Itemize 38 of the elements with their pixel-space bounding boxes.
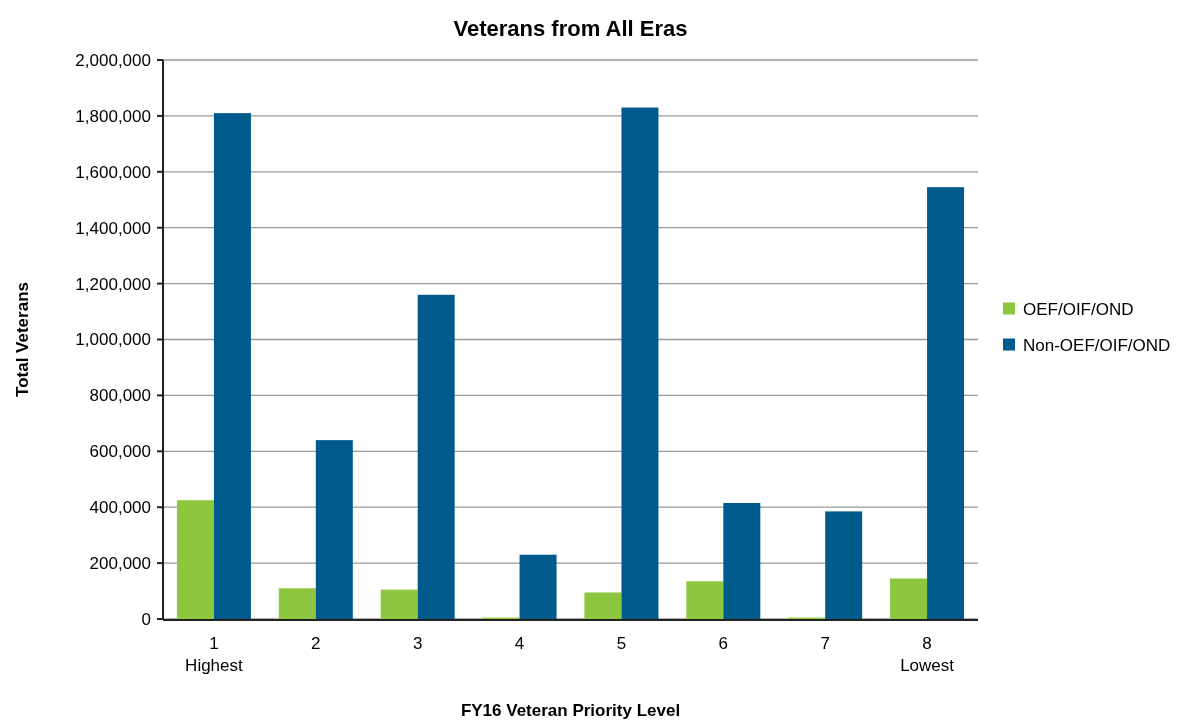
x-tick-label: 6 (718, 634, 729, 653)
bar (278, 588, 316, 619)
chart-title: Veterans from All Eras (453, 16, 688, 41)
y-tick-label: 800,000 (89, 386, 151, 406)
x-tick-label: 1 Highest (185, 634, 244, 675)
x-axis-title: FY16 Veteran Priority Level (460, 701, 681, 720)
y-tick-label: 1,800,000 (75, 106, 151, 126)
x-tick-label: 3 (412, 634, 423, 653)
legend-label: Non-OEF/OIF/OND (1023, 336, 1171, 356)
x-tick-label: 8 Lowest (900, 634, 955, 675)
bar (584, 592, 622, 619)
y-tick-label: 2,000,000 (75, 50, 151, 70)
y-tick-label: 400,000 (89, 498, 151, 518)
bar (417, 294, 455, 619)
y-tick-label: 600,000 (89, 442, 151, 462)
bar (380, 589, 418, 619)
x-tick-label: 5 (616, 634, 627, 653)
bar (519, 554, 557, 619)
x-tick-label: 2 (311, 634, 321, 653)
legend-label: OEF/OIF/OND (1023, 300, 1134, 320)
bar (176, 500, 214, 619)
y-tick-label: 200,000 (89, 554, 151, 574)
bar (621, 107, 659, 619)
y-tick-label: 1,400,000 (75, 218, 151, 238)
bar (723, 503, 761, 619)
bar (825, 511, 863, 619)
y-tick-label: 1,000,000 (75, 330, 151, 350)
bar (927, 187, 965, 619)
x-tick-label: 4 (514, 634, 525, 653)
x-tick-label: 7 (820, 634, 830, 653)
y-tick-label: 1,600,000 (75, 162, 151, 182)
bar (686, 581, 724, 619)
y-tick-label: 1,200,000 (75, 274, 151, 294)
y-axis-title: Total Veterans (13, 282, 32, 397)
bar (315, 440, 353, 619)
y-tick-label: 0 (141, 609, 151, 629)
bar (890, 578, 928, 619)
bar (213, 113, 251, 619)
